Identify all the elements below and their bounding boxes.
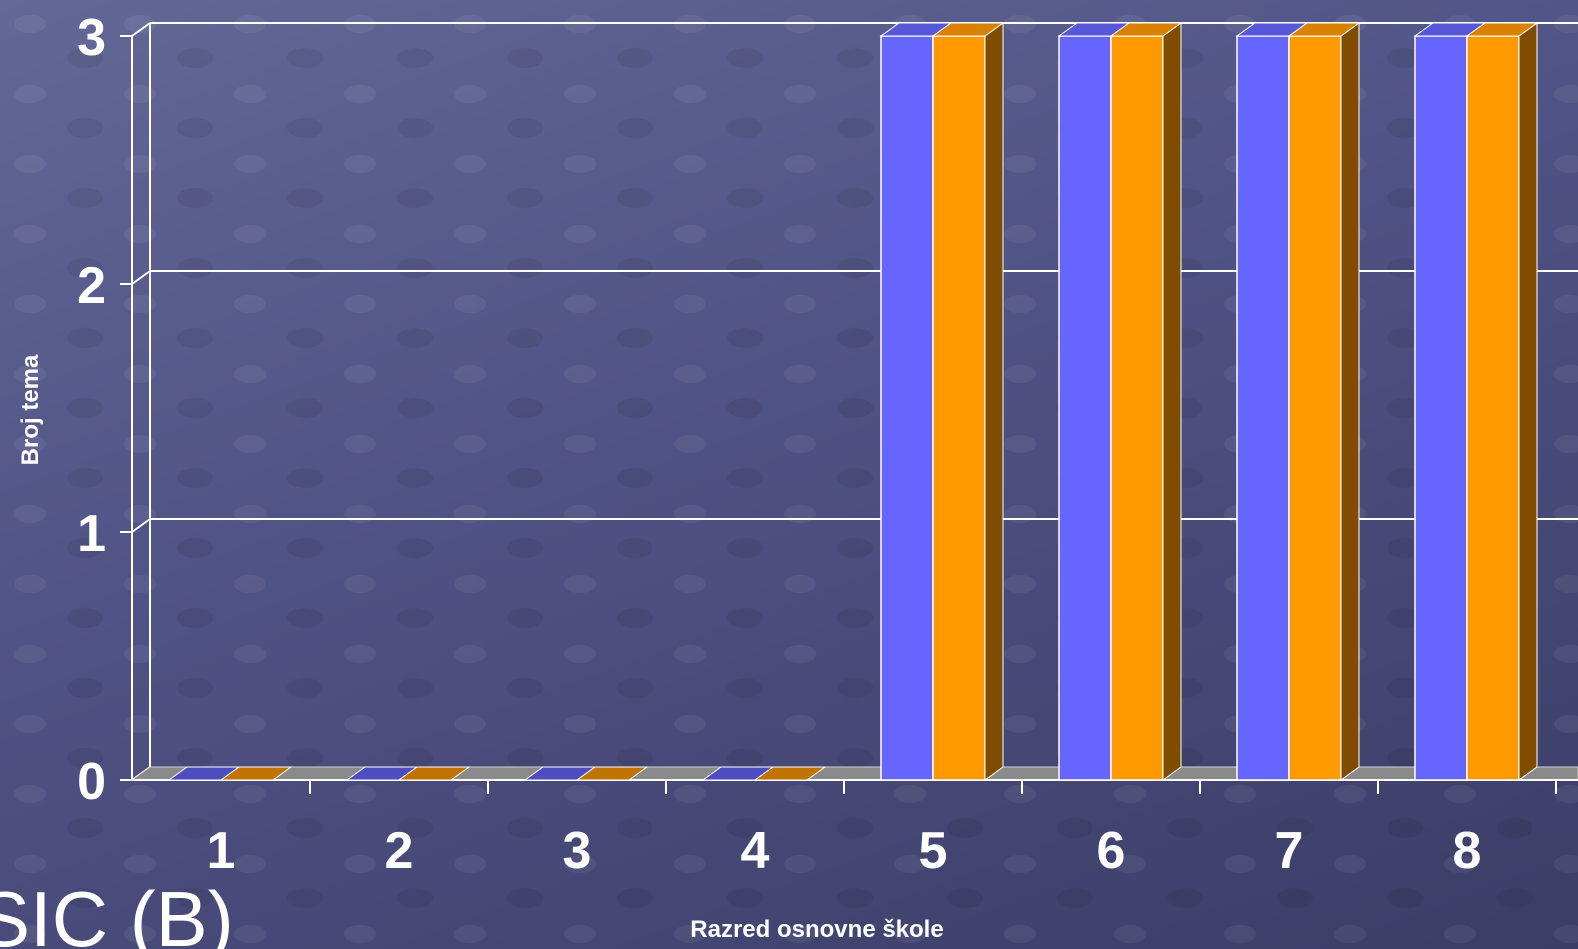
bar	[397, 766, 471, 781]
bar-front	[880, 35, 934, 781]
bar	[1109, 22, 1183, 781]
bar-side	[1340, 22, 1360, 781]
bars	[167, 22, 1539, 781]
bar-top	[753, 766, 827, 781]
bar-front	[1466, 35, 1520, 781]
x-tick-label: 2	[385, 822, 414, 880]
gridline-diagonal	[131, 22, 151, 37]
y-axis-title: Broj tema	[17, 354, 44, 465]
bar	[1287, 22, 1361, 781]
bar-front	[1110, 35, 1164, 781]
y-tick-label: 3	[77, 9, 106, 67]
bar-front	[1414, 35, 1468, 781]
bar-top	[1287, 22, 1361, 37]
bar-top	[931, 22, 1005, 37]
bar-side	[984, 22, 1004, 781]
bar-top	[1109, 22, 1183, 37]
bar-front	[1058, 35, 1112, 781]
tick-labels: 0 1 2 3 1 2 3 4 5 6 7 8	[77, 9, 1481, 880]
bar-top	[575, 766, 649, 781]
bar-front	[1236, 35, 1290, 781]
x-tick-label: 3	[563, 822, 592, 880]
x-tick-label: 8	[1453, 822, 1482, 880]
bar-top	[397, 766, 471, 781]
bar	[931, 22, 1005, 781]
slide-title-fragment: SIC (B)	[0, 875, 234, 949]
x-tick-label: 7	[1275, 822, 1304, 880]
bar	[1465, 22, 1539, 781]
x-tick-label: 5	[919, 822, 948, 880]
bar-side	[1518, 22, 1538, 781]
bar	[575, 766, 649, 781]
axes	[120, 23, 1578, 794]
x-tick-label: 4	[741, 822, 770, 880]
x-axis-title: Razred osnovne škole	[690, 916, 943, 943]
bar-front	[932, 35, 986, 781]
bar-side	[1162, 22, 1182, 781]
x-tick-label: 1	[207, 822, 236, 880]
x-tick-label: 6	[1097, 822, 1126, 880]
bar	[753, 766, 827, 781]
gridline-diagonal	[131, 518, 151, 533]
bar	[219, 766, 293, 781]
y-tick-label: 1	[77, 505, 106, 563]
bar-top	[1465, 22, 1539, 37]
y-tick-label: 0	[77, 753, 106, 811]
y-tick-label: 2	[77, 257, 106, 315]
bar-front	[1288, 35, 1342, 781]
gridline-diagonal	[131, 270, 151, 285]
bar-top	[219, 766, 293, 781]
